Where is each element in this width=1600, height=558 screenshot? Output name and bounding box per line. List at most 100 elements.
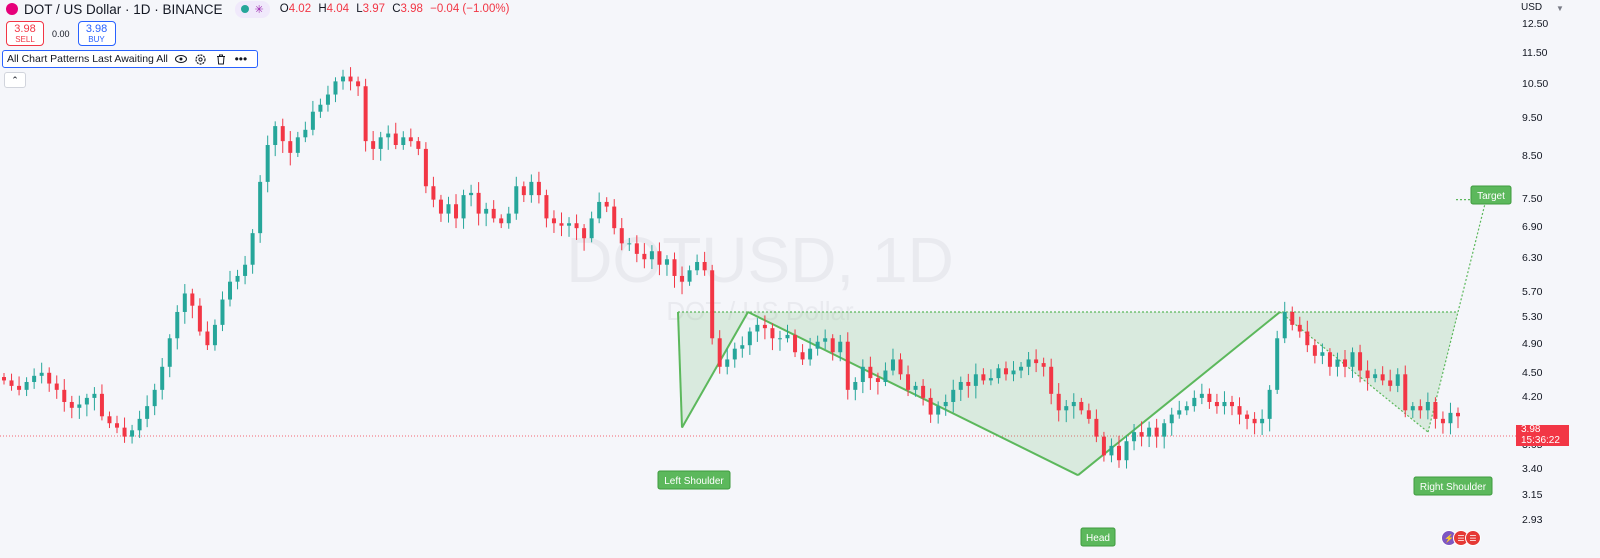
indicator-name[interactable]: All Chart Patterns Last Awaiting All <box>7 53 168 65</box>
change-value: −0.04 (−1.00%) <box>430 3 510 15</box>
candle-body <box>205 331 210 346</box>
candle-body <box>1373 374 1378 379</box>
candle-body <box>1003 368 1008 375</box>
pattern-label[interactable]: Target <box>1470 185 1512 205</box>
candle-body <box>1064 406 1069 411</box>
price-axis-label: 6.90 <box>1522 221 1543 234</box>
ohlc-values: O4.02 H4.04 L3.97 C3.98 −0.04 (−1.00%) <box>280 3 514 15</box>
trash-icon[interactable] <box>214 52 228 66</box>
candle-body <box>1071 401 1076 407</box>
candle-body <box>1282 311 1287 339</box>
candle-body <box>1011 370 1016 375</box>
last-price-value: 3.98 <box>1521 424 1541 435</box>
candle-body <box>265 144 270 182</box>
symbol-title[interactable]: DOT / US Dollar · 1D · BINANCE <box>24 1 223 17</box>
candle-body <box>84 397 89 405</box>
pattern-label[interactable]: Head <box>1080 527 1116 547</box>
candle-body <box>1388 380 1393 386</box>
candle-body <box>1267 389 1272 419</box>
pattern-label[interactable]: Right Shoulder <box>1413 476 1493 496</box>
chart-header: DOT / US Dollar · 1D · BINANCE ✳ O4.02 H… <box>0 0 513 18</box>
market-open-icon <box>240 5 249 13</box>
chevron-up-icon: ⌃ <box>11 74 19 85</box>
candle-body <box>747 331 752 346</box>
sell-price: 3.98 <box>14 22 36 35</box>
share-icon[interactable]: ✳ <box>254 3 264 16</box>
candle-body <box>24 381 29 390</box>
candle-body <box>1237 406 1242 415</box>
candle-body <box>958 381 963 390</box>
candle-body <box>1305 331 1310 346</box>
indicator-legend[interactable]: All Chart Patterns Last Awaiting All ••• <box>2 50 258 68</box>
more-icon[interactable]: ••• <box>234 52 248 66</box>
buy-price: 3.98 <box>85 22 108 35</box>
candle-body <box>1260 418 1265 424</box>
target-line <box>1457 199 1487 313</box>
candle-body <box>777 338 782 340</box>
close-label: C <box>392 3 401 15</box>
candle-body <box>981 374 986 381</box>
candle-body <box>845 341 850 390</box>
candle-body <box>378 137 383 149</box>
price-axis-label: 11.50 <box>1522 46 1548 59</box>
candle-body <box>62 389 67 402</box>
candle-body <box>1456 412 1460 417</box>
price-axis-label: 10.50 <box>1522 77 1549 90</box>
candle-body <box>476 192 481 214</box>
badge-group[interactable]: ⚡ ☰ ☰ <box>1441 530 1481 546</box>
candle-body <box>529 181 534 196</box>
candle-body <box>175 311 180 339</box>
candle-body <box>152 389 157 407</box>
pattern-label[interactable]: Left Shoulder <box>657 470 731 490</box>
candle-body <box>1154 427 1159 437</box>
price-axis-label: 9.50 <box>1522 111 1543 124</box>
candle-body <box>1275 338 1280 390</box>
candle-body <box>883 370 888 382</box>
candle-body <box>868 366 873 379</box>
candle-body <box>258 181 263 234</box>
pattern-label-text: Right Shoulder <box>1420 482 1487 493</box>
candle-body <box>1229 401 1234 407</box>
candle-body <box>1086 410 1091 419</box>
candle-body <box>943 401 948 407</box>
candle-body <box>1056 393 1061 411</box>
buy-button[interactable]: 3.98 BUY <box>77 21 116 46</box>
candle-body <box>446 204 451 214</box>
candle-body <box>890 359 895 371</box>
settings-icon[interactable] <box>194 52 208 66</box>
candle-body <box>567 223 572 226</box>
trade-panel: 3.98 SELL 0.00 3.98 BUY <box>6 21 116 46</box>
currency-selector[interactable]: USD <box>1521 2 1543 13</box>
chevron-down-icon[interactable]: ▼ <box>1556 4 1564 13</box>
price-axis-label: 6.30 <box>1522 252 1543 265</box>
eye-icon[interactable] <box>174 52 188 66</box>
candle-body <box>212 324 217 346</box>
candle-body <box>906 374 911 390</box>
pattern-area <box>678 311 1458 476</box>
collapse-legend-button[interactable]: ⌃ <box>4 72 26 88</box>
candle-body <box>393 133 398 145</box>
pattern-label-box <box>1470 185 1512 205</box>
pattern-leg <box>1427 311 1459 433</box>
status-pill[interactable]: ✳ <box>234 0 270 18</box>
candle-body <box>996 368 1001 379</box>
candle-body <box>1365 370 1370 379</box>
candle-body <box>823 338 828 342</box>
candle-body <box>190 293 195 306</box>
sell-button[interactable]: 3.98 SELL <box>6 21 44 46</box>
candle-body <box>469 192 474 196</box>
high-value: 4.04 <box>326 3 350 15</box>
candle-body <box>582 228 587 239</box>
candle-body <box>235 275 240 282</box>
candle-body <box>808 348 813 360</box>
candle-body <box>966 381 971 386</box>
us-flag-icon[interactable]: ☰ <box>1465 530 1481 546</box>
candle-body <box>54 383 59 390</box>
candle-body <box>1433 401 1438 419</box>
candle-body <box>521 186 526 196</box>
candle-body <box>680 275 685 282</box>
candle-body <box>1222 401 1227 407</box>
pattern-label-box <box>657 470 731 490</box>
candle-body <box>288 141 293 153</box>
